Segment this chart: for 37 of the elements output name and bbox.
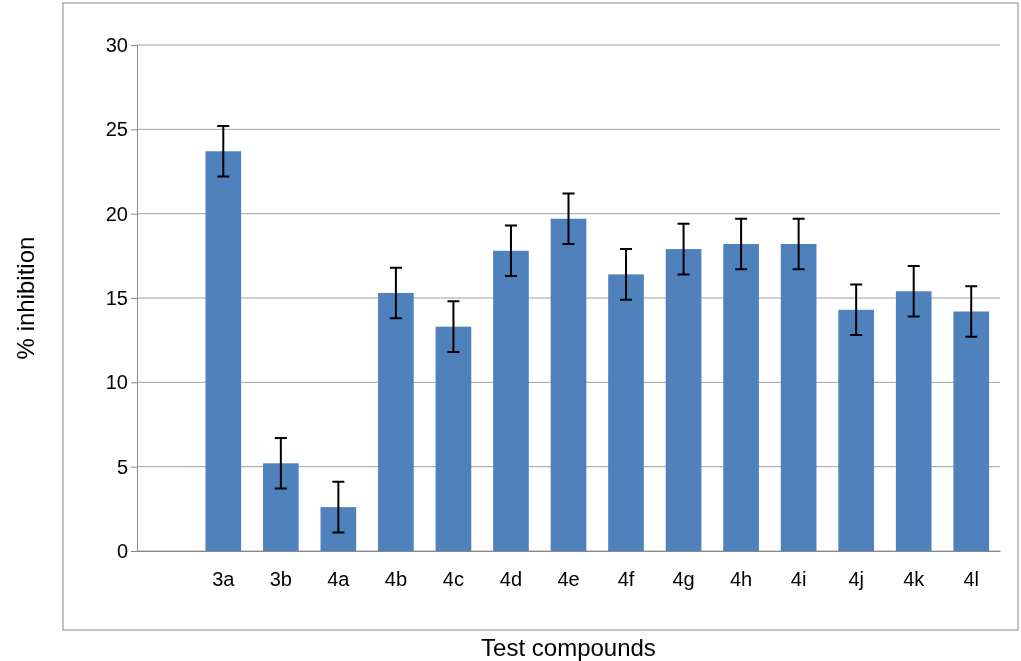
bar <box>723 244 759 551</box>
bar <box>493 250 529 551</box>
y-tick-label: 20 <box>105 202 128 225</box>
bar <box>780 244 817 551</box>
x-tick-label: 4e <box>557 568 580 590</box>
bar <box>838 309 874 551</box>
x-tick-label: 4b <box>384 568 408 590</box>
x-tick-label: 4j <box>848 568 864 590</box>
x-tick-label: 3a <box>212 568 236 590</box>
y-tick-label: 0 <box>116 539 128 562</box>
x-tick-label: 4a <box>327 568 351 590</box>
bar <box>378 292 414 551</box>
x-tick-label: 4d <box>499 568 523 590</box>
x-axis-title: Test compounds <box>481 634 656 661</box>
x-tick-label: 4f <box>617 568 635 590</box>
x-tick-label: 4h <box>729 568 753 590</box>
x-tick-label: 4i <box>790 568 807 590</box>
x-tick-label: 4c <box>442 568 464 590</box>
y-tick-label: 10 <box>105 371 128 394</box>
y-axis-title: % inhibition <box>12 236 39 360</box>
x-tick-label: 4k <box>903 568 926 590</box>
bar <box>608 274 644 551</box>
bar <box>263 463 299 551</box>
bar <box>895 291 932 551</box>
bar <box>550 218 587 551</box>
x-tick-label: 4l <box>963 568 980 590</box>
bar <box>320 507 357 551</box>
y-tick-label: 15 <box>105 286 128 309</box>
bar <box>435 326 472 551</box>
x-tick-label: 3b <box>269 568 292 590</box>
x-tick-label: 4g <box>672 568 695 590</box>
y-tick-label: 25 <box>105 118 128 141</box>
y-tick-label: 5 <box>116 455 128 478</box>
bar <box>205 151 242 551</box>
y-tick-label: 30 <box>105 33 128 56</box>
bar <box>665 249 702 551</box>
bar <box>953 311 990 551</box>
